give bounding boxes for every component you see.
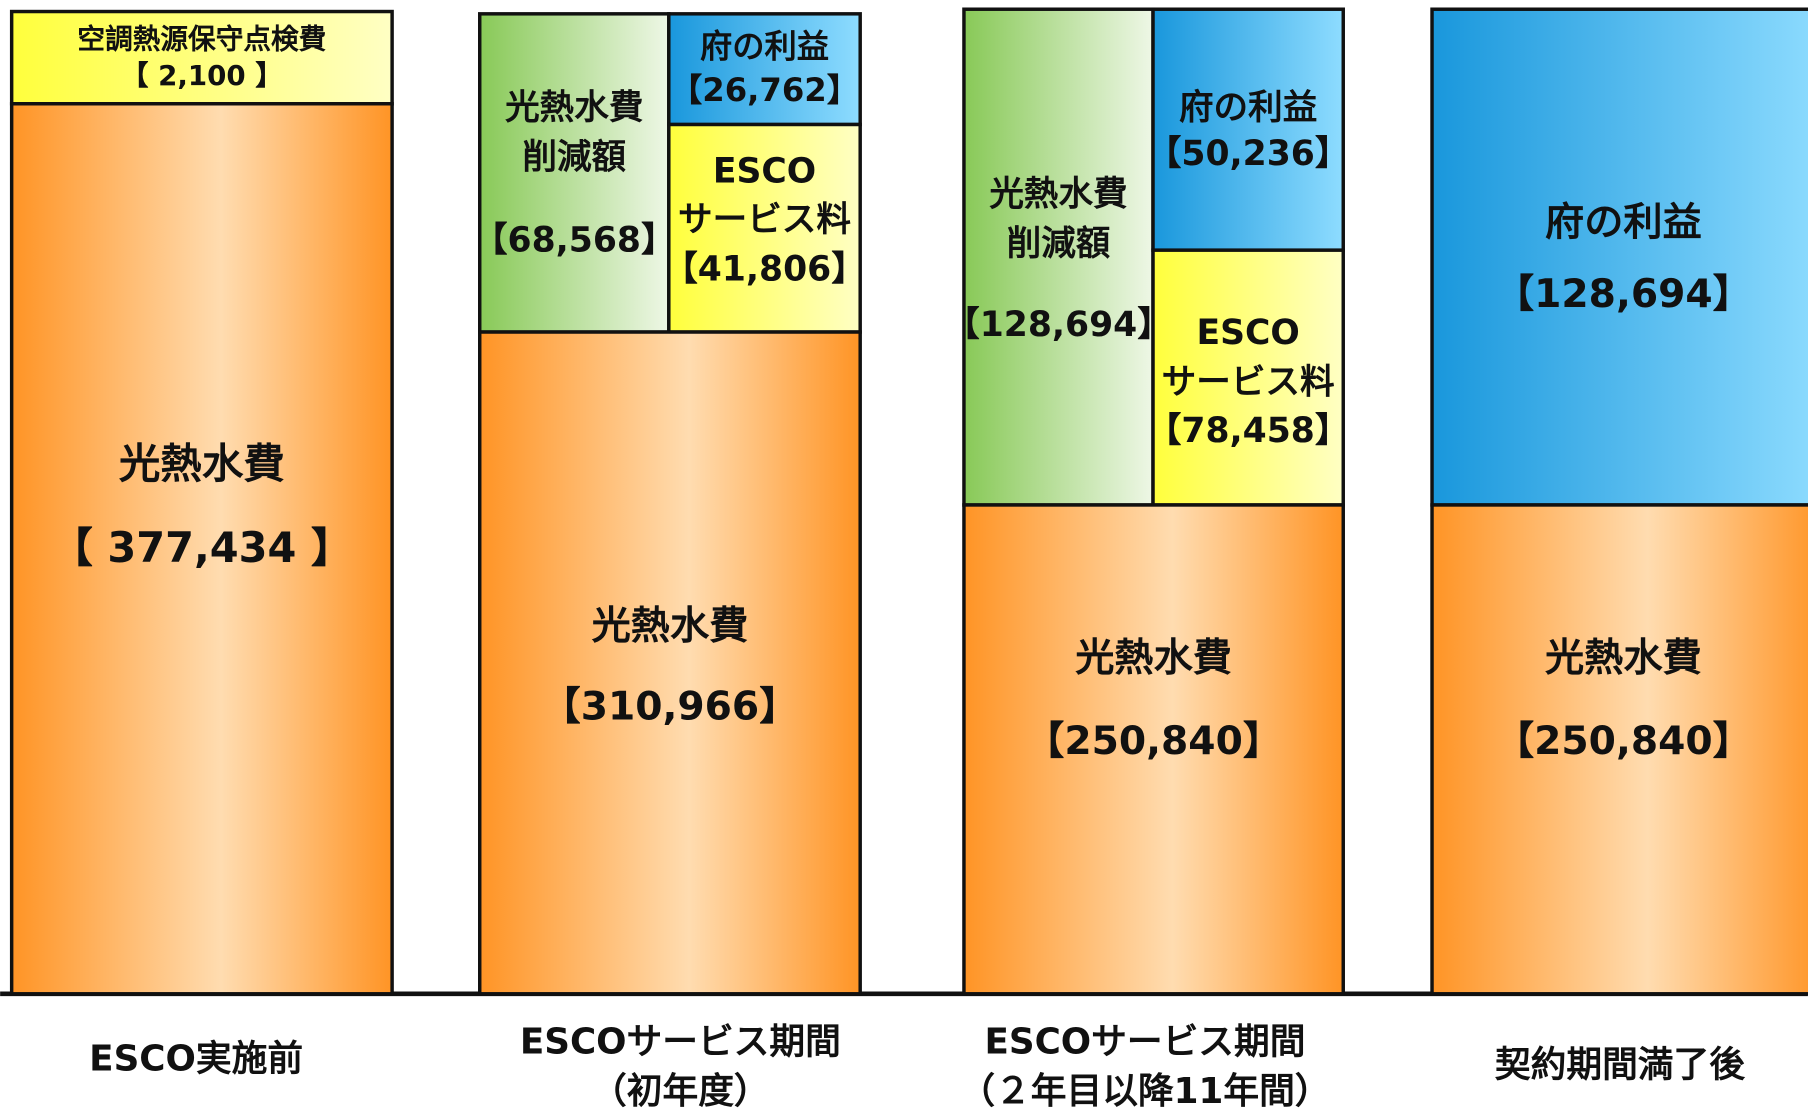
box-name: ESCO — [713, 151, 816, 191]
box-name: 府の利益 — [700, 27, 829, 65]
column-label: ESCOサービス期間 — [984, 1021, 1305, 1062]
column-label: ESCO実施前 — [89, 1039, 303, 1080]
box — [9, 102, 394, 996]
box — [478, 330, 862, 996]
box-name: 空調熱源保守点検費 — [77, 22, 326, 55]
box-name: サービス料 — [1162, 362, 1335, 402]
column-label: 契約期間満了後 — [1495, 1044, 1745, 1085]
box-name: ESCO — [1196, 313, 1299, 353]
box-name: 削減額 — [1007, 224, 1111, 264]
box-name: 光熱水費 — [119, 439, 285, 488]
box-value: 【310,966】 — [542, 685, 799, 730]
box — [1151, 248, 1345, 507]
box-value: 【128,694】 — [945, 305, 1172, 345]
box-value: 【 377,434 】 — [51, 523, 352, 572]
box-name: 光熱水費 — [505, 88, 643, 128]
box-value: 【41,806】 — [663, 249, 866, 289]
box-name: 光熱水費 — [1545, 636, 1702, 681]
box — [962, 503, 1345, 996]
box — [667, 122, 862, 334]
box-name: 削減額 — [522, 138, 626, 178]
box-value: 【250,840】 — [1025, 719, 1282, 764]
box — [1430, 7, 1808, 507]
box-name: 光熱水費 — [1075, 636, 1232, 681]
box — [962, 7, 1155, 507]
box-value: 【68,568】 — [473, 221, 676, 261]
box-value: 【128,694】 — [1495, 272, 1752, 317]
box-name: サービス料 — [678, 200, 851, 240]
box-name: 光熱水費 — [592, 604, 749, 649]
box — [1430, 503, 1808, 996]
box-name: 府の利益 — [1179, 88, 1317, 128]
box-value: 【50,236】 — [1147, 134, 1350, 174]
column-label: （初年度） — [591, 1071, 770, 1112]
box — [1151, 7, 1345, 252]
column-label: ESCOサービス期間 — [520, 1021, 841, 1062]
box-value: 【 2,100 】 — [121, 59, 283, 92]
box-value: 【250,840】 — [1495, 719, 1752, 764]
box-name: 光熱水費 — [989, 174, 1127, 214]
box-value: 【26,762】 — [670, 71, 859, 109]
box-value: 【78,458】 — [1147, 411, 1350, 451]
column-label: （２年目以降11年間） — [959, 1071, 1330, 1112]
box-name: 府の利益 — [1545, 200, 1702, 245]
